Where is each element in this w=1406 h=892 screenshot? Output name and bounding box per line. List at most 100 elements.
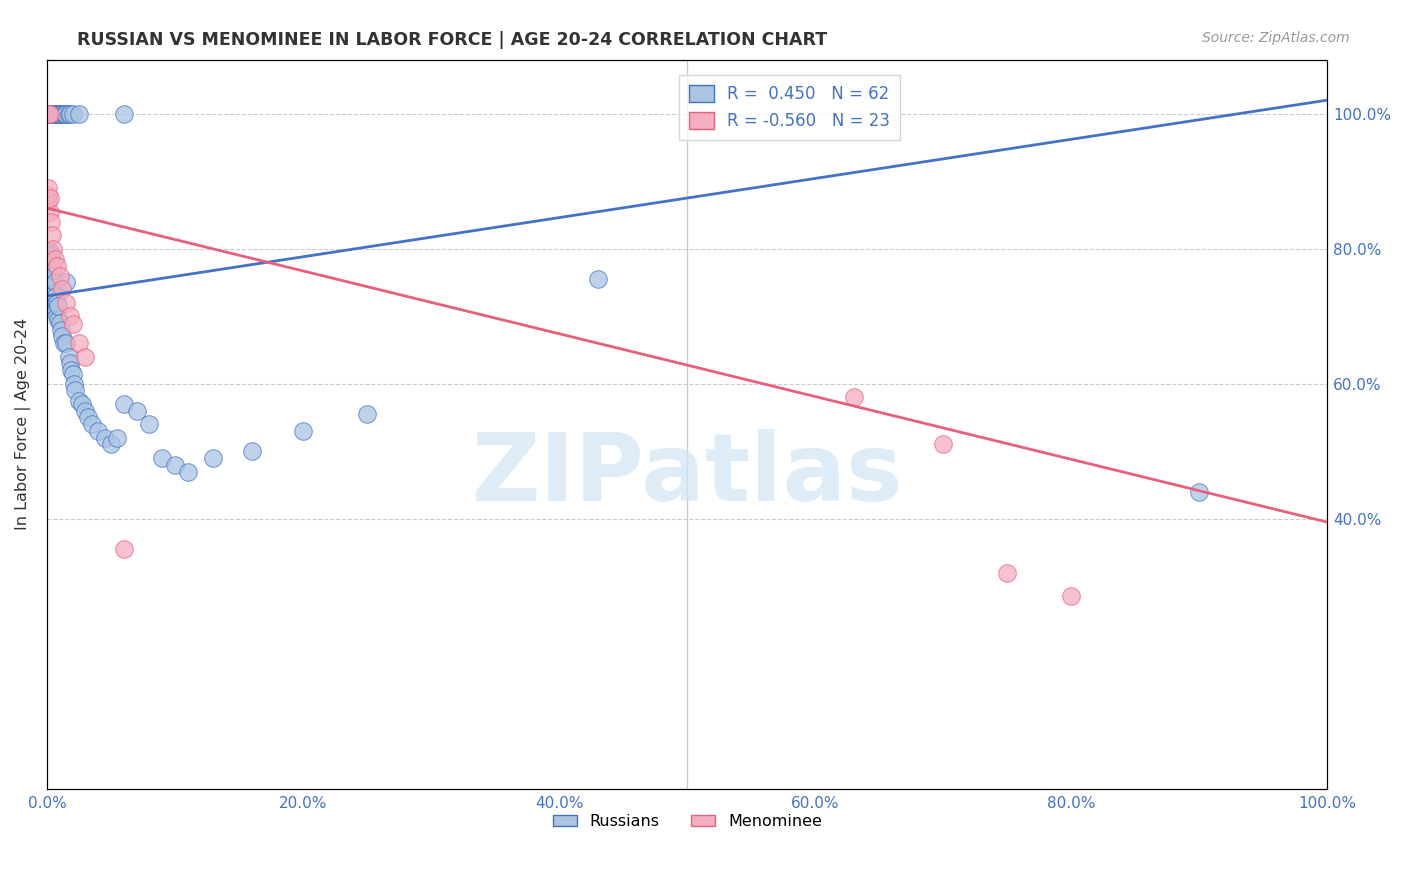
Point — [995, 566, 1018, 580]
Point — [44, 295, 66, 310]
Point — [51, 282, 73, 296]
Point — [42, 255, 65, 269]
Point — [48, 312, 70, 326]
Point — [42, 106, 65, 120]
Point — [55, 336, 77, 351]
Point — [53, 106, 76, 120]
Point — [39, 106, 62, 120]
Point — [46, 295, 69, 310]
Point — [49, 268, 72, 283]
Point — [63, 384, 86, 398]
Point — [52, 336, 75, 351]
Point — [1060, 590, 1083, 604]
Point — [67, 106, 90, 120]
Point — [38, 106, 60, 120]
Point — [1188, 484, 1211, 499]
Point — [62, 367, 84, 381]
Point — [37, 255, 59, 269]
Point — [49, 316, 72, 330]
Point — [48, 106, 70, 120]
Point — [240, 444, 263, 458]
Point — [49, 106, 72, 120]
Point — [48, 299, 70, 313]
Point — [38, 106, 60, 120]
Point — [177, 465, 200, 479]
Point — [60, 363, 83, 377]
Point — [55, 106, 77, 120]
Point — [39, 268, 62, 283]
Point — [112, 397, 135, 411]
Point — [59, 106, 82, 120]
Point — [51, 106, 73, 120]
Point — [356, 407, 378, 421]
Point — [38, 245, 60, 260]
Point — [62, 318, 84, 332]
Point — [41, 106, 63, 120]
Point — [37, 248, 59, 262]
Point — [45, 289, 67, 303]
Point — [45, 106, 67, 120]
Point — [42, 242, 65, 256]
Point — [59, 356, 82, 370]
Point — [37, 106, 59, 120]
Point — [42, 278, 65, 293]
Point — [67, 336, 90, 351]
Point — [39, 214, 62, 228]
Point — [38, 255, 60, 269]
Point — [75, 350, 97, 364]
Point — [58, 350, 80, 364]
Point — [77, 410, 100, 425]
Point — [37, 106, 59, 120]
Point — [59, 309, 82, 323]
Point — [42, 272, 65, 286]
Point — [41, 106, 63, 120]
Point — [55, 295, 77, 310]
Point — [46, 259, 69, 273]
Point — [44, 252, 66, 266]
Point — [44, 276, 66, 290]
Point — [49, 106, 72, 120]
Legend: Russians, Menominee: Russians, Menominee — [546, 808, 828, 836]
Point — [112, 106, 135, 120]
Point — [67, 393, 90, 408]
Point — [42, 106, 65, 120]
Point — [37, 106, 59, 120]
Point — [37, 194, 59, 209]
Point — [38, 106, 60, 120]
Point — [46, 106, 69, 120]
Point — [38, 106, 60, 120]
Point — [112, 542, 135, 557]
Text: Source: ZipAtlas.com: Source: ZipAtlas.com — [1202, 31, 1350, 45]
Point — [41, 272, 63, 286]
Point — [41, 228, 63, 243]
Point — [38, 261, 60, 276]
Point — [42, 289, 65, 303]
Point — [292, 424, 315, 438]
Point — [46, 309, 69, 323]
Point — [52, 106, 75, 120]
Point — [37, 259, 59, 273]
Point — [41, 261, 63, 276]
Point — [44, 106, 66, 120]
Point — [39, 255, 62, 269]
Point — [39, 106, 62, 120]
Point — [58, 106, 80, 120]
Point — [41, 106, 63, 120]
Point — [38, 204, 60, 219]
Point — [63, 376, 86, 391]
Y-axis label: In Labor Force | Age 20-24: In Labor Force | Age 20-24 — [15, 318, 31, 531]
Point — [46, 106, 69, 120]
Point — [39, 106, 62, 120]
Point — [55, 276, 77, 290]
Point — [932, 437, 955, 451]
Point — [38, 191, 60, 205]
Point — [37, 187, 59, 202]
Point — [39, 248, 62, 262]
Point — [51, 329, 73, 343]
Point — [150, 450, 173, 465]
Point — [41, 106, 63, 120]
Point — [75, 403, 97, 417]
Point — [41, 282, 63, 296]
Point — [93, 431, 115, 445]
Point — [41, 106, 63, 120]
